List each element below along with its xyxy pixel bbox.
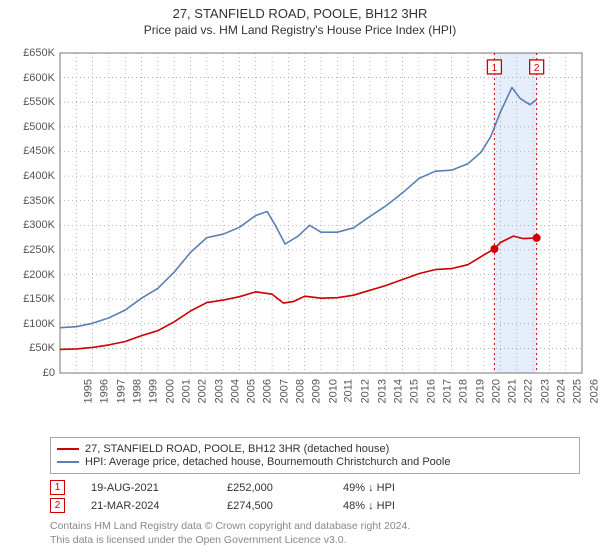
- x-tick-label: 1998: [131, 379, 143, 403]
- y-tick-label: £250K: [23, 244, 55, 256]
- y-tick-label: £650K: [23, 47, 55, 59]
- x-tick-label: 2009: [311, 379, 323, 403]
- sale-vs-hpi: 48% ↓ HPI: [343, 500, 395, 512]
- y-tick-label: £200K: [23, 269, 55, 281]
- footer-line2: This data is licensed under the Open Gov…: [50, 533, 580, 547]
- x-tick-label: 2015: [409, 379, 421, 403]
- legend-swatch: [57, 448, 79, 450]
- x-tick-label: 2023: [539, 379, 551, 403]
- chart-container: 27, STANFIELD ROAD, POOLE, BH12 3HR Pric…: [0, 0, 600, 547]
- x-tick-label: 2003: [213, 379, 225, 403]
- sale-row: 1 19-AUG-2021 £252,000 49% ↓ HPI: [50, 480, 580, 495]
- sale-date: 19-AUG-2021: [91, 482, 201, 494]
- title-subtitle: Price paid vs. HM Land Registry's House …: [0, 23, 600, 37]
- svg-text:2: 2: [534, 63, 540, 74]
- x-tick-label: 2005: [246, 379, 258, 403]
- chart-area: 12 £0£50K£100K£150K£200K£250K£300K£350K£…: [10, 43, 590, 433]
- footer-line1: Contains HM Land Registry data © Crown c…: [50, 519, 580, 533]
- x-tick-label: 2007: [278, 379, 290, 403]
- sale-marker-icon: 2: [50, 498, 65, 513]
- x-tick-label: 2004: [229, 379, 241, 403]
- x-tick-label: 2026: [588, 379, 600, 403]
- title-address: 27, STANFIELD ROAD, POOLE, BH12 3HR: [0, 6, 600, 21]
- y-tick-label: £100K: [23, 318, 55, 330]
- y-tick-label: £150K: [23, 293, 55, 305]
- x-tick-label: 2018: [458, 379, 470, 403]
- x-tick-label: 2013: [376, 379, 388, 403]
- sale-price: £274,500: [227, 500, 317, 512]
- x-tick-label: 1996: [99, 379, 111, 403]
- sale-row: 2 21-MAR-2024 £274,500 48% ↓ HPI: [50, 498, 580, 513]
- title-block: 27, STANFIELD ROAD, POOLE, BH12 3HR Pric…: [0, 0, 600, 37]
- svg-text:1: 1: [492, 63, 498, 74]
- x-tick-label: 1995: [82, 379, 94, 403]
- sale-data-rows: 1 19-AUG-2021 £252,000 49% ↓ HPI 2 21-MAR-202…: [50, 480, 580, 513]
- x-tick-label: 2025: [572, 379, 584, 403]
- x-tick-label: 2006: [262, 379, 274, 403]
- footer-attribution: Contains HM Land Registry data © Crown c…: [50, 519, 580, 547]
- legend-label: 27, STANFIELD ROAD, POOLE, BH12 3HR (det…: [85, 443, 389, 455]
- legend-label: HPI: Average price, detached house, Bour…: [85, 456, 450, 468]
- sale-vs-hpi: 49% ↓ HPI: [343, 482, 395, 494]
- x-tick-label: 2001: [180, 379, 192, 403]
- x-tick-label: 2012: [360, 379, 372, 403]
- sale-marker-icon: 1: [50, 480, 65, 495]
- x-tick-label: 2011: [343, 379, 355, 403]
- x-tick-label: 2017: [441, 379, 453, 403]
- x-tick-label: 2024: [556, 379, 568, 403]
- x-tick-label: 2010: [327, 379, 339, 403]
- y-tick-label: £400K: [23, 170, 55, 182]
- y-tick-label: £50K: [29, 342, 55, 354]
- legend: 27, STANFIELD ROAD, POOLE, BH12 3HR (det…: [50, 437, 580, 474]
- x-tick-label: 2020: [490, 379, 502, 403]
- x-tick-label: 1999: [148, 379, 160, 403]
- x-tick-label: 2021: [507, 379, 519, 403]
- sale-price: £252,000: [227, 482, 317, 494]
- x-tick-label: 2008: [295, 379, 307, 403]
- y-tick-label: £0: [43, 367, 55, 379]
- x-tick-label: 2000: [164, 379, 176, 403]
- y-tick-label: £600K: [23, 72, 55, 84]
- chart-svg: 12: [10, 43, 590, 433]
- x-tick-label: 2019: [474, 379, 486, 403]
- sale-date: 21-MAR-2024: [91, 500, 201, 512]
- y-tick-label: £500K: [23, 121, 55, 133]
- x-tick-label: 1997: [115, 379, 127, 403]
- x-tick-label: 2002: [197, 379, 209, 403]
- y-tick-label: £350K: [23, 195, 55, 207]
- y-tick-label: £450K: [23, 145, 55, 157]
- y-tick-label: £300K: [23, 219, 55, 231]
- legend-row: HPI: Average price, detached house, Bour…: [57, 456, 573, 468]
- legend-swatch: [57, 461, 79, 463]
- y-tick-label: £550K: [23, 96, 55, 108]
- x-tick-label: 2016: [425, 379, 437, 403]
- x-tick-label: 2014: [392, 379, 404, 403]
- x-tick-label: 2022: [523, 379, 535, 403]
- legend-row: 27, STANFIELD ROAD, POOLE, BH12 3HR (det…: [57, 443, 573, 455]
